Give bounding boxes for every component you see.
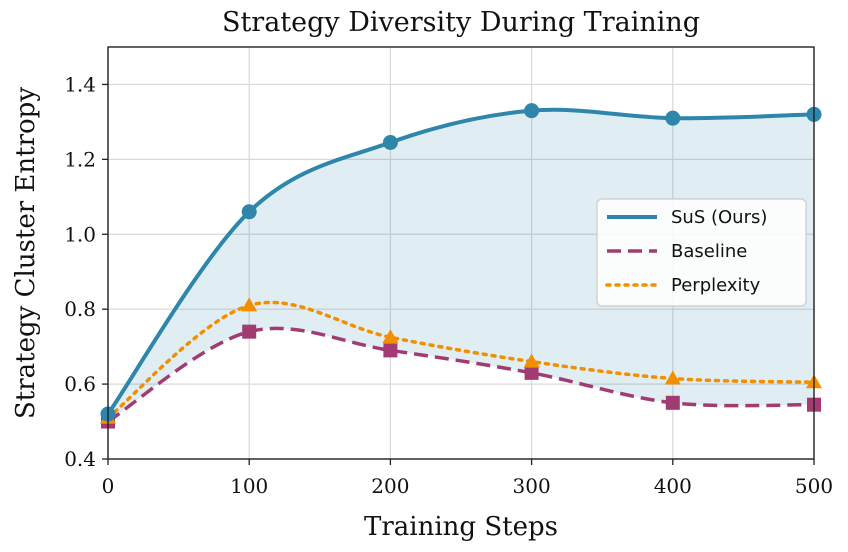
x-tick-label: 400 — [654, 474, 692, 498]
x-tick-label: 500 — [795, 474, 833, 498]
series-line — [107, 326, 815, 424]
series-line — [106, 300, 816, 420]
data-point — [523, 353, 540, 368]
data-point — [241, 297, 258, 312]
series-perplexity — [100, 297, 822, 424]
y-tick-label: 1.2 — [64, 147, 96, 171]
x-tick-label: 300 — [513, 474, 551, 498]
legend-label: Baseline — [671, 241, 747, 262]
tick-layer: 0 100 200 300 400 500 0.4 0.6 0.8 1.0 1.2 1.4 — [64, 72, 833, 498]
data-point — [665, 110, 681, 126]
y-tick-label: 0.8 — [64, 297, 96, 321]
x-tick-label: 0 — [102, 474, 115, 498]
y-tick-label: 1.4 — [64, 72, 96, 96]
x-tick-label: 100 — [230, 474, 268, 498]
y-tick-label: 0.4 — [64, 447, 96, 471]
data-point — [524, 365, 539, 380]
y-tick-label: 0.6 — [64, 372, 96, 396]
y-axis-label: Strategy Cluster Entropy — [11, 87, 41, 419]
legend-label: SuS (Ours) — [671, 207, 767, 228]
y-tick-label: 1.0 — [64, 222, 96, 246]
shaded-region — [108, 109, 814, 422]
plot-frame — [107, 46, 815, 460]
legend: SuS (Ours) Baseline Perplexity — [596, 198, 807, 307]
data-point — [382, 329, 399, 344]
x-axis-label: Training Steps — [364, 512, 558, 542]
x-tick-label: 200 — [371, 474, 409, 498]
series-sus-ours — [100, 103, 822, 422]
data-point — [665, 395, 680, 410]
data-point — [242, 324, 257, 339]
legend-label: Perplexity — [671, 275, 761, 296]
data-point — [664, 370, 681, 385]
data-point — [382, 135, 398, 151]
legend-box — [596, 198, 807, 307]
data-point — [524, 103, 540, 119]
data-point — [383, 343, 398, 358]
chart-title: Strategy Diversity During Training — [222, 7, 700, 38]
data-point — [241, 204, 257, 220]
